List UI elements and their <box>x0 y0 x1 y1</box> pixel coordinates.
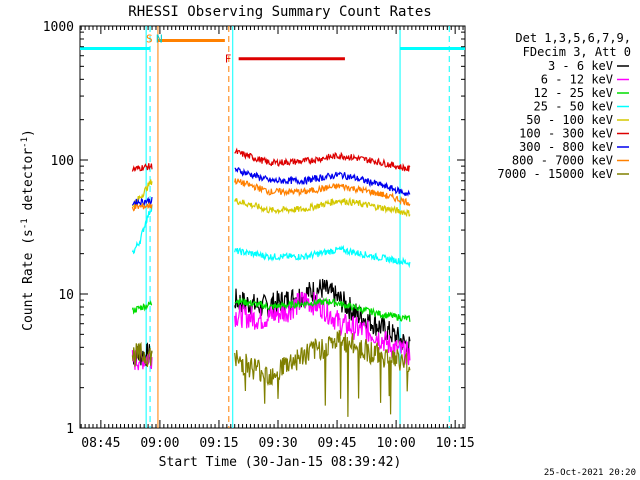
series-line-800-7000kev <box>234 178 411 207</box>
y-tick-label: 10 <box>58 288 74 303</box>
series-line-25-50kev <box>234 244 411 269</box>
y-axis-label-sup1: -1 <box>20 218 30 229</box>
series-line-7000-15000kev <box>234 329 411 417</box>
series-layer <box>131 147 411 417</box>
legend-label: 25 - 50 keV <box>534 100 613 114</box>
marker-label-f: F <box>225 53 232 66</box>
x-tick-label: 10:15 <box>436 436 475 451</box>
y-tick-label: 100 <box>51 154 74 169</box>
legend-label: 12 - 25 keV <box>534 86 613 100</box>
x-tick-label: 09:30 <box>258 436 297 451</box>
x-axis-label: Start Time (30-Jan-15 08:39:42) <box>159 455 402 470</box>
series-line-25-50kev <box>131 205 153 255</box>
series-line-6-12kev <box>234 292 411 366</box>
x-tick-label: 09:45 <box>317 436 356 451</box>
plot-frame <box>79 25 466 429</box>
legend-label: 3 - 6 keV <box>548 59 613 73</box>
series-line-100-300kev <box>234 147 411 172</box>
x-axis: 08:45 09:00 09:15 09:30 09:45 10:00 10:15 <box>80 26 475 451</box>
series-line-7000-15000kev <box>131 341 153 368</box>
flags-layer <box>80 38 465 61</box>
x-tick-label: 08:45 <box>81 436 120 451</box>
plot-area: S N F <box>79 25 466 429</box>
series-line-12-25kev <box>131 300 153 315</box>
legend-label: 100 - 300 keV <box>519 127 613 141</box>
series-line-300-800kev <box>234 166 411 197</box>
legend-header: FDecim 3, Att 0 <box>523 45 631 59</box>
markers-layer: S N F <box>146 32 231 65</box>
series-line-50-100kev <box>234 196 411 218</box>
series-line-800-7000kev <box>131 202 153 212</box>
chart-title: RHESSI Observing Summary Count Rates <box>128 4 431 20</box>
x-tick-label: 09:15 <box>199 436 238 451</box>
y-axis-label-sup2: -1 <box>20 137 30 148</box>
y-axis-label-base: Count Rate (s <box>21 229 36 331</box>
legend-label: 800 - 7000 keV <box>512 154 613 168</box>
series-line-100-300kev <box>131 163 153 173</box>
legend-label: 300 - 800 keV <box>519 140 613 154</box>
x-tick-label: 10:00 <box>377 436 416 451</box>
y-axis-label-end: ) <box>21 129 36 137</box>
timestamp: 25-Oct-2021 20:20 <box>544 468 636 478</box>
marker-label-s: S <box>146 32 153 45</box>
series-line-3-6kev <box>234 278 411 357</box>
y-tick-label: 1 <box>66 422 74 437</box>
x-tick-label: 09:00 <box>140 436 179 451</box>
y-axis: 1 10 100 1000 <box>43 20 465 437</box>
y-axis-label: Count Rate (s-1 detector-1) <box>20 129 36 331</box>
legend-header: Det 1,3,5,6,7,9, <box>515 31 631 45</box>
y-tick-label: 1000 <box>43 20 74 35</box>
series-line-12-25kev <box>234 297 411 322</box>
marker-label-n: N <box>156 32 163 45</box>
legend-label: 6 - 12 keV <box>541 73 613 87</box>
legend: Det 1,3,5,6,7,9,FDecim 3, Att 03 - 6 keV… <box>497 31 631 181</box>
legend-label: 50 - 100 keV <box>526 113 613 127</box>
legend-label: 7000 - 15000 keV <box>497 167 613 181</box>
y-axis-label-mid: detector <box>21 148 36 219</box>
